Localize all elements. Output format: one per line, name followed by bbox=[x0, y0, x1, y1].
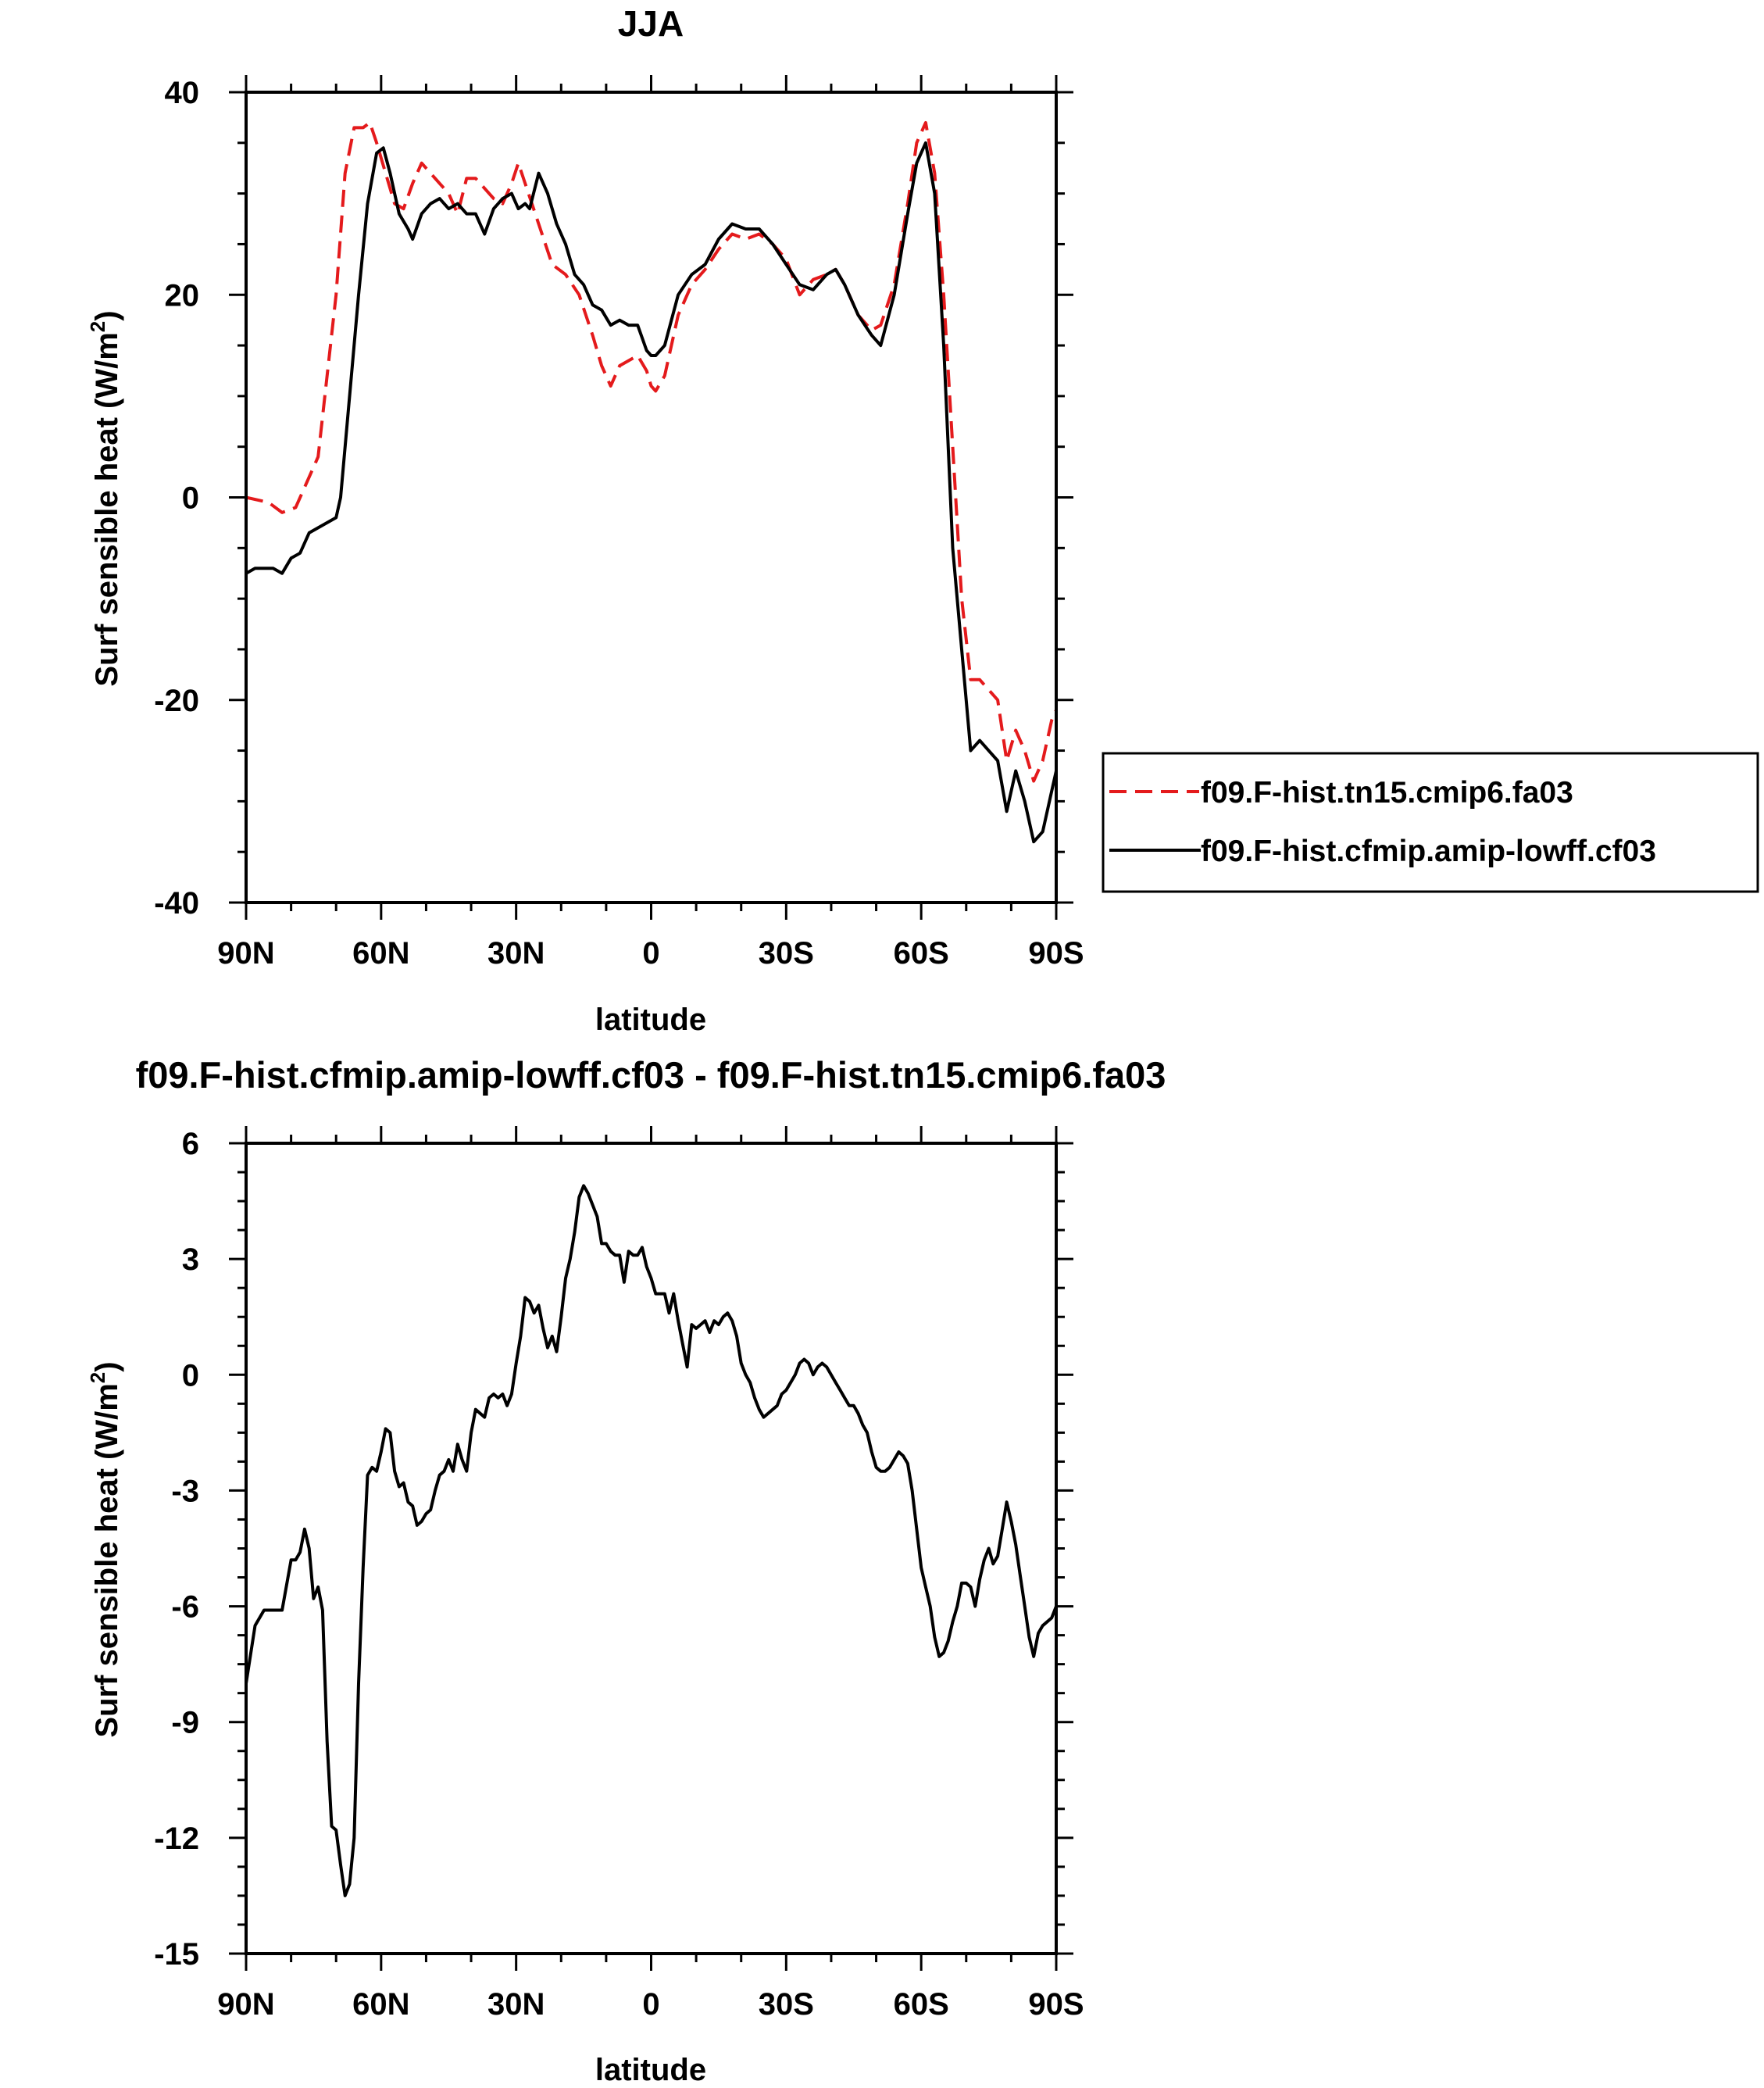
legend-box bbox=[1102, 752, 1759, 893]
series-lines bbox=[245, 1184, 1058, 1897]
x-tick-label: 90S bbox=[1028, 936, 1084, 971]
x-tick-label: 60S bbox=[894, 936, 949, 971]
y-tick-label: 3 bbox=[182, 1242, 199, 1277]
y-tick-label: -40 bbox=[154, 886, 199, 921]
y-tick-label: -15 bbox=[154, 1937, 199, 1972]
x-tick-label: 30N bbox=[487, 1987, 545, 2022]
y-tick-label: -3 bbox=[171, 1474, 199, 1508]
x-tick-label: 60N bbox=[352, 936, 409, 971]
chart-difference: f09.F-hist.cfmip.amip-lowff.cf03 - f09.F… bbox=[86, 1054, 1166, 2087]
y-tick-label: -20 bbox=[154, 684, 199, 718]
x-tick-label: 90N bbox=[217, 936, 274, 971]
plot-frame bbox=[245, 91, 1058, 904]
legend-label-fa03: f09.F-hist.tn15.cmip6.fa03 bbox=[1201, 776, 1573, 810]
y-tick-label: -9 bbox=[171, 1706, 199, 1740]
y-tick-label: 40 bbox=[165, 76, 200, 110]
x-tick-label: 90S bbox=[1028, 1987, 1084, 2022]
x-axis-label: latitude bbox=[595, 2053, 706, 2087]
series-line-f09.F-hist.cfmip.amip-lowff.cf03 bbox=[245, 141, 1058, 844]
y-tick-label: -12 bbox=[154, 1822, 199, 1856]
legend: f09.F-hist.tn15.cmip6.fa03 f09.F-hist.cf… bbox=[1102, 752, 1759, 893]
x-tick-label: 0 bbox=[642, 936, 659, 971]
x-tick-label: 90N bbox=[217, 1987, 274, 2022]
y-tick-label: -6 bbox=[171, 1590, 199, 1625]
series-lines bbox=[245, 120, 1058, 844]
y-tick-label: 6 bbox=[182, 1127, 199, 1161]
x-axis-label: latitude bbox=[595, 1003, 706, 1037]
y-tick-label: 0 bbox=[182, 481, 199, 516]
x-tick-label: 30S bbox=[759, 1987, 814, 2022]
x-tick-label: 30S bbox=[759, 936, 814, 971]
x-tick-label: 0 bbox=[642, 1987, 659, 2022]
y-tick-label: 20 bbox=[165, 278, 200, 313]
chart-jja: JJA 40 20 0 -20 -40 90N 60N 30N 0 30S 60S 90S lati… bbox=[86, 3, 1759, 1037]
chart-title-jja: JJA bbox=[618, 3, 684, 44]
y-axis-ticks: 40 20 0 -20 -40 bbox=[154, 76, 1073, 921]
x-axis-ticks: 90N 60N 30N 0 30S 60S 90S bbox=[217, 75, 1084, 971]
x-axis-ticks: 90N 60N 30N 0 30S 60S 90S bbox=[217, 1126, 1084, 2022]
y-axis-label: Surf sensible heat (W/m2) bbox=[86, 310, 124, 686]
y-tick-label: 0 bbox=[182, 1358, 199, 1393]
x-tick-label: 60N bbox=[352, 1987, 409, 2022]
y-axis-label: Surf sensible heat (W/m2) bbox=[86, 1361, 124, 1737]
legend-label-cf03: f09.F-hist.cfmip.amip-lowff.cf03 bbox=[1201, 835, 1656, 868]
x-tick-label: 30N bbox=[487, 936, 545, 971]
series-line-difference bbox=[245, 1184, 1058, 1897]
series-line-f09.F-hist.tn15.cmip6.fa03 bbox=[245, 120, 1058, 783]
chart-title-difference: f09.F-hist.cfmip.amip-lowff.cf03 - f09.F… bbox=[136, 1054, 1166, 1096]
x-tick-label: 60S bbox=[894, 1987, 949, 2022]
plot-frame bbox=[245, 1142, 1058, 1955]
